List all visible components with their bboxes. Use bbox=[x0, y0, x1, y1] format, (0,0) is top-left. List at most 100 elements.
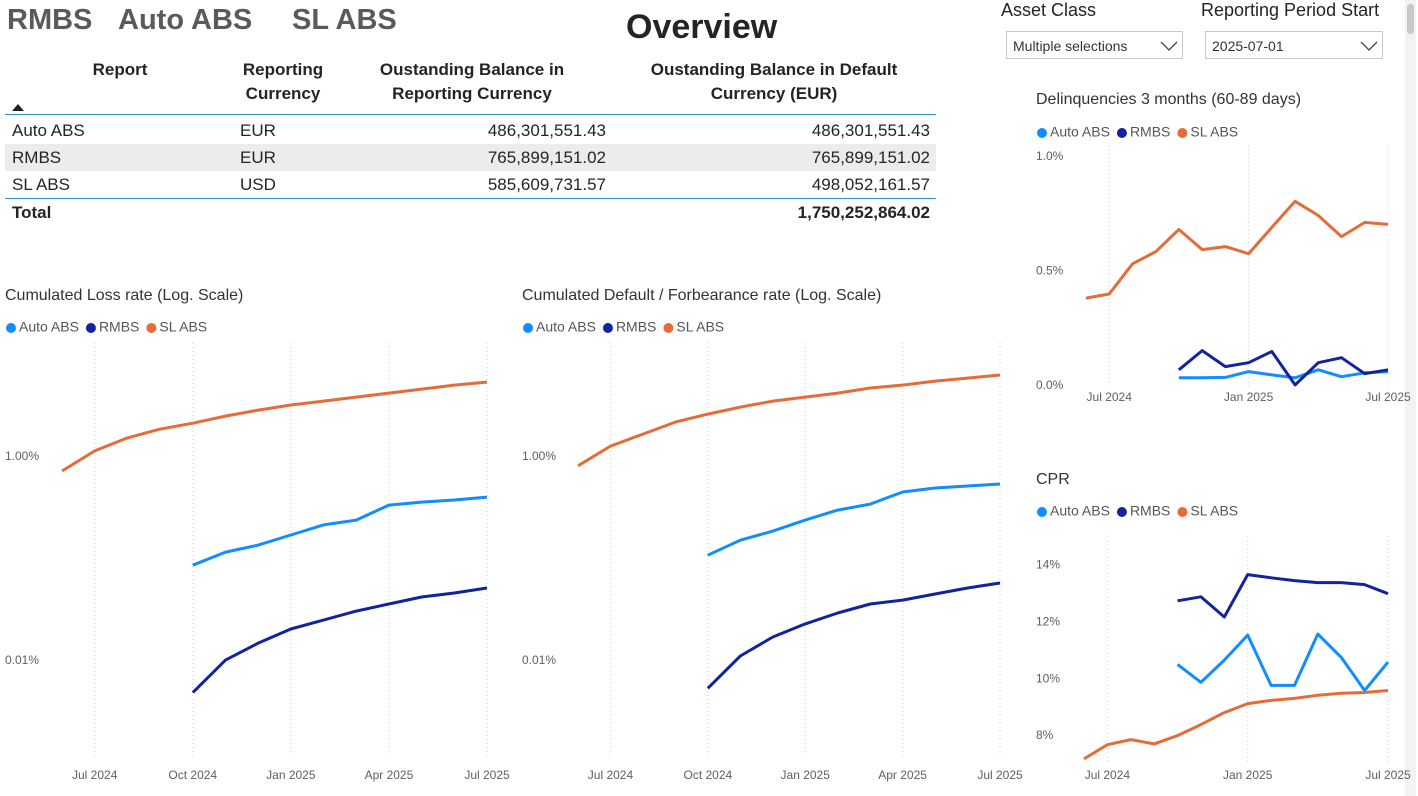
x-tick-label: Oct 2024 bbox=[168, 768, 217, 782]
total-label: Total bbox=[12, 203, 52, 222]
legend-label: Auto ABS bbox=[19, 319, 79, 335]
x-tick-label: Jan 2025 bbox=[266, 768, 316, 782]
legend-label: SL ABS bbox=[676, 319, 724, 335]
x-tick-label: Jul 2025 bbox=[977, 768, 1023, 782]
chart-title: Cumulated Loss rate (Log. Scale) bbox=[5, 287, 243, 304]
legend-marker bbox=[602, 323, 613, 333]
filter-label: Asset Class bbox=[1001, 0, 1097, 20]
chart-title: Cumulated Default / Forbearance rate (Lo… bbox=[522, 287, 881, 304]
series-line bbox=[192, 495, 488, 567]
legend-label: SL ABS bbox=[1190, 503, 1238, 519]
x-tick-label: Jul 2025 bbox=[464, 768, 510, 782]
cell: Auto ABS bbox=[12, 121, 85, 140]
series-line bbox=[1177, 349, 1389, 387]
legend-marker bbox=[85, 323, 96, 333]
legend-marker bbox=[1037, 507, 1047, 517]
column-header[interactable]: Oustanding Balance in Default Currency (… bbox=[650, 60, 898, 103]
y-tick-label: 0.5% bbox=[1036, 264, 1064, 278]
y-tick-label: 1.00% bbox=[522, 449, 556, 463]
y-tick-label: 1.00% bbox=[5, 449, 39, 463]
scrollbar[interactable] bbox=[1405, 0, 1416, 796]
legend-label: RMBS bbox=[1130, 503, 1170, 519]
filter-label: Reporting Period Start bbox=[1201, 0, 1380, 20]
x-tick-label: Jan 2025 bbox=[1224, 390, 1274, 404]
legend-label: RMBS bbox=[1130, 124, 1170, 140]
cell: EUR bbox=[240, 121, 276, 140]
series-line bbox=[1177, 573, 1389, 619]
x-tick-label: Jul 2024 bbox=[72, 768, 118, 782]
legend-marker bbox=[1037, 128, 1047, 138]
legend-marker bbox=[1116, 128, 1127, 138]
series-line bbox=[577, 373, 1001, 468]
filter-value: Multiple selections bbox=[1013, 38, 1128, 54]
header-border bbox=[5, 114, 936, 115]
legend-label: RMBS bbox=[616, 319, 656, 335]
x-tick-label: Jul 2024 bbox=[1087, 390, 1133, 404]
legend-label: RMBS bbox=[99, 319, 139, 335]
tab[interactable]: RMBS bbox=[7, 4, 93, 36]
y-tick-label: 0.0% bbox=[1036, 378, 1064, 392]
y-tick-label: 12% bbox=[1036, 615, 1060, 629]
x-tick-label: Apr 2025 bbox=[878, 768, 927, 782]
legend-marker bbox=[1116, 507, 1127, 517]
x-tick-label: Jul 2024 bbox=[1085, 768, 1131, 782]
series-line bbox=[1178, 368, 1389, 380]
x-tick-label: Jan 2025 bbox=[1223, 768, 1273, 782]
cell: RMBS bbox=[12, 148, 62, 167]
series-line bbox=[1176, 632, 1390, 692]
scroll-thumb[interactable] bbox=[1407, 4, 1414, 34]
y-tick-label: 0.01% bbox=[5, 653, 39, 667]
y-tick-label: 10% bbox=[1036, 671, 1060, 685]
filter-dropdown[interactable]: 2025-07-01 bbox=[1205, 31, 1383, 59]
series-line bbox=[1083, 689, 1389, 761]
cell: 486,301,551.43 bbox=[811, 121, 930, 140]
x-tick-label: Oct 2024 bbox=[683, 768, 732, 782]
legend-label: Auto ABS bbox=[536, 319, 596, 335]
y-tick-label: 1.0% bbox=[1036, 149, 1064, 163]
legend-marker bbox=[663, 323, 674, 333]
legend-marker bbox=[146, 323, 157, 333]
legend-label: SL ABS bbox=[1190, 124, 1238, 140]
x-tick-label: Jul 2024 bbox=[588, 768, 634, 782]
chart-title: CPR bbox=[1036, 471, 1070, 488]
page-title: Overview bbox=[626, 8, 778, 46]
chart-title: Delinquencies 3 months (60-89 days) bbox=[1036, 91, 1301, 108]
cell: 585,609,731.57 bbox=[487, 175, 606, 194]
x-tick-label: Jul 2025 bbox=[1365, 768, 1411, 782]
tab[interactable]: Auto ABS bbox=[118, 4, 253, 36]
series-line bbox=[61, 380, 488, 473]
sort-arrow[interactable] bbox=[12, 104, 24, 111]
cell: USD bbox=[240, 175, 276, 194]
legend-label: SL ABS bbox=[159, 319, 207, 335]
series-line bbox=[191, 586, 488, 694]
legend-label: Auto ABS bbox=[1050, 124, 1110, 140]
cell: 486,301,551.43 bbox=[487, 121, 606, 140]
series-line bbox=[706, 581, 1001, 690]
x-tick-label: Jul 2025 bbox=[1365, 390, 1411, 404]
cell: 765,899,151.02 bbox=[487, 148, 606, 167]
y-tick-label: 14% bbox=[1036, 558, 1060, 572]
total-value: 1,750,252,864.02 bbox=[797, 203, 930, 222]
y-tick-label: 8% bbox=[1036, 728, 1054, 742]
cell: 498,052,161.57 bbox=[811, 175, 930, 194]
filter-dropdown[interactable]: Multiple selections bbox=[1006, 31, 1183, 59]
series-line bbox=[707, 482, 1001, 557]
column-header[interactable]: Report bbox=[92, 60, 148, 79]
chevron bbox=[1360, 41, 1378, 51]
cell: EUR bbox=[240, 148, 276, 167]
legend-marker bbox=[1177, 128, 1188, 138]
x-tick-label: Apr 2025 bbox=[365, 768, 414, 782]
x-tick-label: Jan 2025 bbox=[781, 768, 831, 782]
cell: SL ABS bbox=[12, 175, 70, 194]
tab[interactable]: SL ABS bbox=[292, 4, 397, 36]
series-line bbox=[1085, 199, 1389, 300]
filter-value: 2025-07-01 bbox=[1212, 38, 1284, 54]
column-header[interactable]: Oustanding Balance in Reporting Currency bbox=[379, 60, 565, 103]
column-header[interactable]: Reporting Currency bbox=[242, 60, 324, 103]
cell: 765,899,151.02 bbox=[811, 148, 930, 167]
y-tick-label: 0.01% bbox=[522, 653, 556, 667]
total-border bbox=[5, 198, 936, 199]
row-stripe bbox=[5, 144, 936, 171]
